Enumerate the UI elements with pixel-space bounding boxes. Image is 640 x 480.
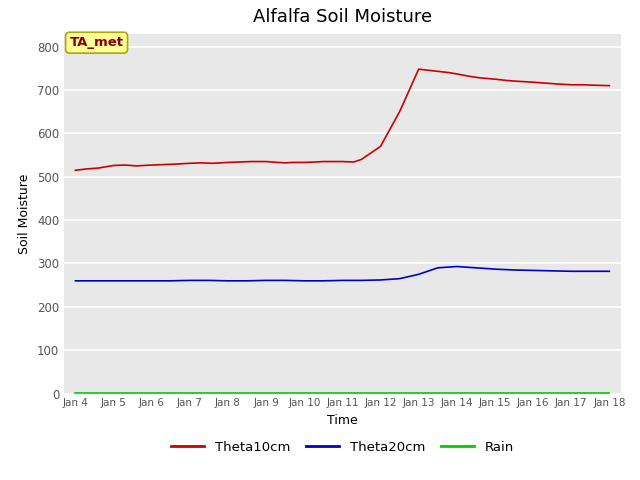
Legend: Theta10cm, Theta20cm, Rain: Theta10cm, Theta20cm, Rain	[166, 435, 519, 459]
X-axis label: Time: Time	[327, 414, 358, 427]
Y-axis label: Soil Moisture: Soil Moisture	[19, 173, 31, 254]
Text: TA_met: TA_met	[70, 36, 124, 49]
Title: Alfalfa Soil Moisture: Alfalfa Soil Moisture	[253, 9, 432, 26]
